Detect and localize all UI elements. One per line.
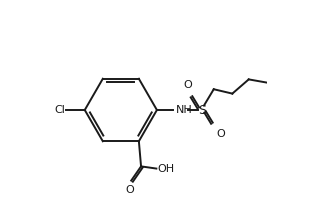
Text: O: O xyxy=(126,185,135,194)
Text: OH: OH xyxy=(157,163,174,174)
Text: Cl: Cl xyxy=(54,105,65,115)
Text: NH: NH xyxy=(175,105,192,115)
Text: S: S xyxy=(198,103,206,117)
Text: O: O xyxy=(184,80,192,90)
Text: O: O xyxy=(216,129,225,139)
